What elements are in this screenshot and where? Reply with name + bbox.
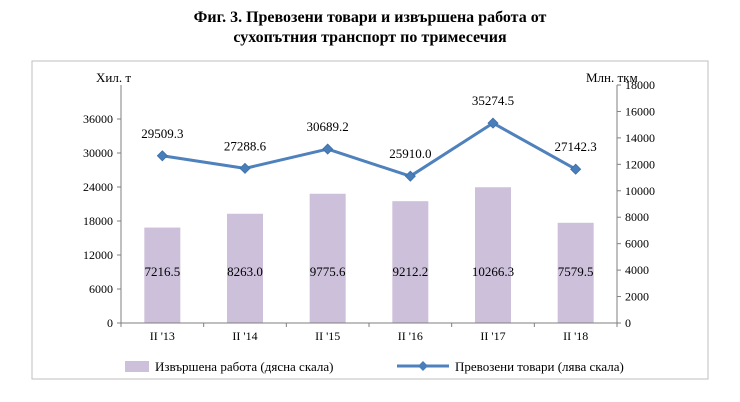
bar-2 — [227, 213, 263, 323]
left-tick-label: 6000 — [89, 282, 113, 296]
right-tick-label: 2000 — [625, 290, 649, 304]
line-data-label: 35274.5 — [472, 93, 514, 108]
chart-title-line-1: Фиг. 3. Превозени товари и извършена раб… — [193, 9, 547, 26]
right-tick-label: 8000 — [625, 210, 649, 224]
left-axis-unit: Хил. т — [96, 70, 131, 85]
line-data-label: 27288.6 — [224, 138, 267, 153]
bar-4 — [392, 201, 429, 323]
bar-6 — [557, 222, 594, 323]
bar-data-label: 10266.3 — [472, 264, 514, 279]
left-tick-label: 30000 — [83, 146, 113, 160]
x-tick-label: II '15 — [315, 329, 340, 343]
chart-title: Фиг. 3. Превозени товари и извършена раб… — [0, 8, 740, 48]
chart-frame — [31, 60, 709, 380]
line-series — [162, 121, 577, 178]
legend-line-marker — [418, 361, 428, 371]
left-tick-label: 18000 — [83, 214, 113, 228]
right-tick-label: 10000 — [625, 184, 655, 198]
line-data-label: 27142.3 — [555, 139, 597, 154]
line-data-label: 29509.3 — [141, 126, 183, 141]
bar-data-label: 8263.0 — [227, 264, 263, 279]
bar-data-label: 7216.5 — [144, 264, 180, 279]
x-tick-label: II '17 — [480, 329, 505, 343]
line-marker-6 — [570, 163, 582, 175]
left-tick-label: 0 — [107, 316, 113, 330]
bar-1 — [144, 227, 181, 323]
line-data-label: 30689.2 — [307, 119, 349, 134]
line-marker-4 — [404, 170, 416, 182]
chart-title-line-2: сухопътния транспорт по тримесечия — [233, 29, 507, 46]
right-axis-unit: Млн. ткм — [586, 70, 638, 85]
legend-line-label: Превозени товари (лява скала) — [455, 359, 624, 374]
line-marker-3 — [322, 143, 334, 155]
bar-data-label: 9775.6 — [310, 264, 346, 279]
right-tick-label: 12000 — [625, 157, 655, 171]
x-tick-label: II '18 — [563, 329, 588, 343]
x-tick-label: II '14 — [232, 329, 257, 343]
legend-bar-label: Извършена работа (дясна скала) — [155, 359, 333, 374]
right-tick-label: 0 — [625, 316, 631, 330]
bar-3 — [309, 193, 346, 323]
legend-bar-swatch — [125, 361, 149, 372]
left-tick-label: 36000 — [83, 112, 113, 126]
line-marker-1 — [156, 150, 168, 162]
right-tick-label: 18000 — [625, 78, 655, 92]
left-tick-label: 24000 — [83, 180, 113, 194]
bar-5 — [475, 187, 511, 323]
right-tick-label: 16000 — [625, 104, 655, 118]
x-tick-label: II '16 — [398, 329, 423, 343]
bar-data-label: 9212.2 — [392, 264, 428, 279]
x-tick-label: II '13 — [150, 329, 175, 343]
right-tick-label: 6000 — [625, 237, 649, 251]
line-marker-5 — [487, 117, 499, 129]
right-tick-label: 14000 — [625, 131, 655, 145]
left-tick-label: 12000 — [83, 248, 113, 262]
bar-data-label: 7579.5 — [558, 264, 594, 279]
right-tick-label: 4000 — [625, 263, 649, 277]
line-marker-2 — [239, 162, 251, 174]
line-data-label: 25910.0 — [389, 146, 431, 161]
